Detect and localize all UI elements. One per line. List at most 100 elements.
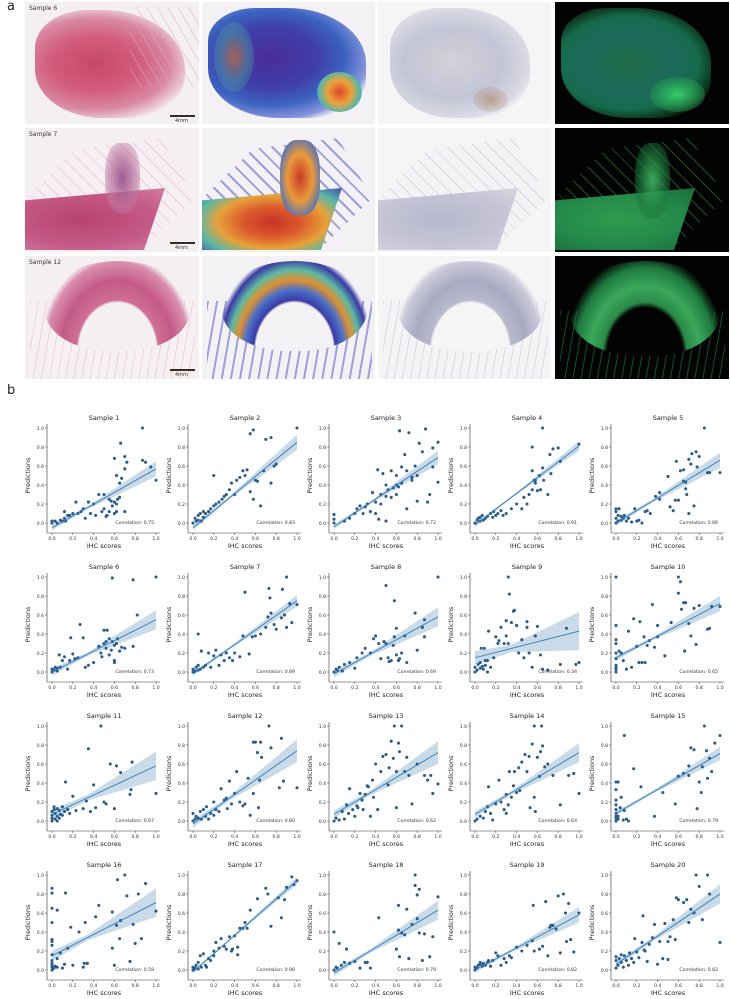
data-point [638,620,642,624]
plot-title: Sample 14 [510,712,545,720]
data-point [269,481,273,485]
y-tick-label: 0.0 [460,968,467,974]
data-point [697,603,701,608]
y-tick-label: 1.0 [178,873,185,879]
data-point [558,803,562,807]
data-point [400,651,404,655]
data-point [196,960,200,964]
y-tick-label: 0.6 [37,613,44,619]
data-point [652,814,657,818]
y-tick-label: 0.0 [37,968,44,974]
sample-label: Sample 7 [29,131,58,138]
data-point [637,956,641,960]
data-point [645,509,649,513]
data-point [267,586,271,590]
data-point [332,930,336,934]
data-point [546,492,550,497]
data-point [50,943,54,947]
data-point [661,957,665,961]
y-tick-label: 0.0 [601,670,608,676]
data-point [697,780,701,784]
data-point [551,923,555,927]
data-point [57,816,61,820]
x-axis-label: IHC scores [369,691,404,699]
data-point [264,625,268,629]
scale-bar-label: 4mm [175,245,188,251]
x-tick-label: 0.4 [90,685,97,691]
data-point [617,957,621,961]
x-tick-label: 1.0 [152,536,159,542]
data-point [133,941,137,945]
data-point [102,507,106,511]
scatter-plot: Sample 17 0.0 0.2 0.4 0.6 0.8 1.0 0.0 0.2 0.4 0.6 0… [165,861,301,997]
y-tick-label: 0.0 [37,819,44,825]
data-point [99,651,103,655]
y-tick-label: 0.8 [178,594,185,600]
data-point [112,807,116,811]
data-point [50,809,54,814]
data-point [614,819,618,823]
data-point [397,429,402,433]
data-point [502,808,506,812]
scatter-plot: Sample 20 0.0 0.2 0.4 0.6 0.8 1.0 0.0 0.2 0.4 0.6 0… [588,861,724,997]
data-point [525,770,529,774]
data-point [118,481,122,485]
data-point [389,739,393,743]
data-point [546,954,550,958]
data-point [658,491,662,495]
data-point [708,471,712,475]
y-tick-label: 1.0 [37,724,44,730]
data-point [486,629,491,633]
data-point [694,450,698,454]
data-point [676,591,680,595]
data-point [624,519,628,523]
data-point [104,802,108,806]
data-point [125,894,129,898]
y-tick-label: 1.0 [37,575,44,581]
data-point [486,785,491,789]
data-point [279,736,283,740]
y-tick-label: 0.0 [178,521,185,527]
data-point [335,668,339,672]
data-point [537,947,542,951]
data-point [426,500,430,504]
data-point [62,962,67,966]
x-tick-label: 0.0 [48,685,55,691]
data-point [640,940,644,944]
y-tick-label: 0.2 [601,949,608,955]
data-point [204,805,209,809]
x-tick-label: 0.2 [351,983,358,989]
plot-title: Sample 1 [89,414,120,422]
y-tick-label: 0.0 [37,670,44,676]
data-point [224,492,228,497]
data-point [259,632,263,636]
data-point [702,426,706,430]
data-point [637,660,641,665]
data-point [282,898,287,902]
y-axis-label: Predictions [165,606,173,642]
data-point [62,655,67,659]
data-point [381,754,385,758]
regression-line [615,753,721,814]
x-tick-label: 0.4 [513,834,520,840]
correlation-annotation: Correlation: 0.86 [679,520,718,526]
data-point [230,659,235,663]
data-point [248,490,252,494]
data-point [689,746,693,750]
data-point [697,454,701,459]
data-point [81,965,85,969]
data-point [666,958,670,962]
data-point [255,897,260,901]
y-tick-label: 0.2 [460,651,467,657]
data-point [50,819,54,823]
data-point [515,623,519,627]
data-point [640,521,644,525]
data-point [114,923,119,927]
data-point [614,507,618,511]
data-point [632,617,636,621]
data-point [504,811,508,815]
data-point [110,576,114,580]
x-tick-label: 0.6 [111,536,118,542]
data-point [674,459,678,463]
y-tick-label: 0.4 [178,930,185,936]
